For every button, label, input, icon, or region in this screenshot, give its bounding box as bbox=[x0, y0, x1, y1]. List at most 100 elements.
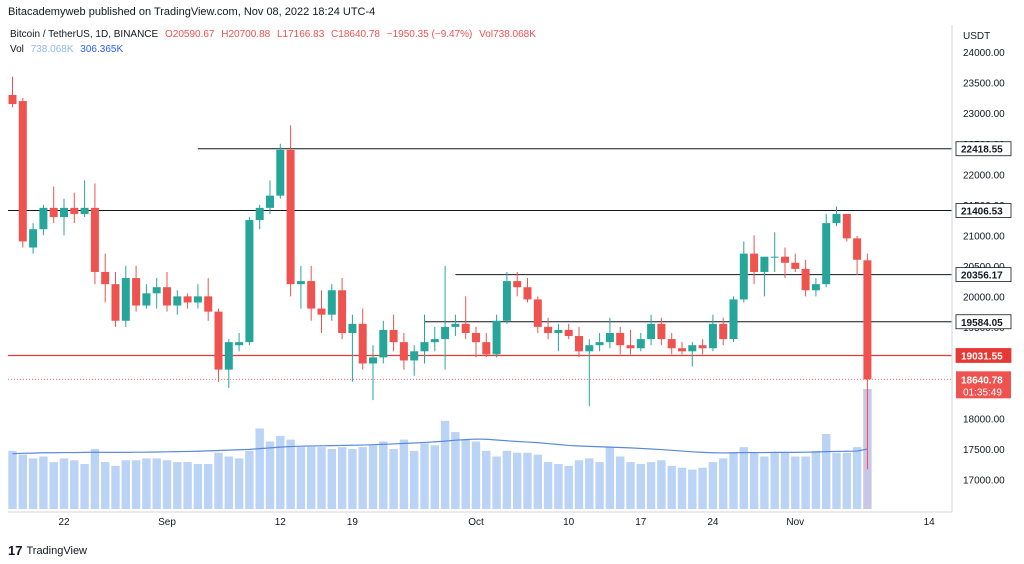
volume-bar bbox=[70, 460, 79, 509]
volume-bar bbox=[214, 452, 223, 509]
volume-bar bbox=[605, 447, 615, 509]
level-price-box bbox=[955, 348, 1012, 363]
candle-body bbox=[307, 281, 316, 309]
candle-body bbox=[513, 281, 522, 288]
level-price-label: 20356.17 bbox=[961, 271, 1003, 282]
candle-body bbox=[111, 284, 120, 321]
volume-bar bbox=[451, 432, 460, 509]
volume-bar bbox=[317, 447, 326, 509]
volume-bar bbox=[492, 456, 501, 509]
x-tick-label: Sep bbox=[158, 517, 176, 528]
volume-bar bbox=[430, 445, 439, 509]
volume-bar bbox=[749, 452, 759, 509]
published-header: Bitacademyweb published on TradingView.c… bbox=[8, 6, 376, 18]
candle-body bbox=[235, 342, 244, 346]
volume-bar bbox=[234, 458, 244, 509]
y-tick-label: 23000.00 bbox=[963, 109, 1005, 120]
volume-bar bbox=[595, 462, 604, 509]
candle-body bbox=[760, 256, 769, 272]
volume-bar bbox=[265, 441, 275, 509]
volume-bar bbox=[307, 447, 316, 509]
volume-bar bbox=[358, 447, 367, 509]
volume-bar bbox=[327, 449, 336, 509]
candle-body bbox=[183, 296, 192, 303]
volume-bar bbox=[8, 450, 17, 509]
candle-body bbox=[255, 207, 264, 221]
x-tick-label: 19 bbox=[347, 517, 359, 528]
volume-ma-value: 306.365K bbox=[80, 44, 124, 55]
volume-bar bbox=[698, 467, 707, 509]
candle-body bbox=[358, 323, 367, 364]
tradingview-logo-icon: 17 bbox=[8, 543, 23, 558]
candle-body bbox=[616, 332, 625, 346]
volume-bar bbox=[471, 441, 481, 509]
volume-bar bbox=[646, 462, 656, 509]
candles-layer bbox=[8, 76, 872, 470]
candle-body bbox=[554, 329, 563, 333]
candle-body bbox=[739, 253, 748, 300]
candle-body bbox=[70, 207, 79, 214]
candle-body bbox=[29, 229, 38, 248]
candle-body bbox=[369, 357, 377, 364]
candle-body bbox=[832, 213, 841, 224]
volume-bar bbox=[173, 462, 182, 509]
candle-body bbox=[564, 329, 573, 337]
volume-bar bbox=[399, 439, 409, 509]
volume-bar bbox=[842, 452, 851, 509]
candle-body bbox=[90, 207, 99, 272]
volume-bar bbox=[657, 460, 666, 509]
volume-bar bbox=[49, 462, 58, 509]
candle-body bbox=[811, 284, 820, 291]
candle-body bbox=[121, 278, 130, 321]
volume-bar bbox=[276, 435, 285, 509]
legend-symbol[interactable]: Bitcoin / TetherUS, 1D, BINANCE bbox=[10, 29, 159, 40]
candle-body bbox=[698, 345, 707, 349]
footer-brand[interactable]: 17 TradingView bbox=[8, 543, 87, 558]
volume-label[interactable]: Vol bbox=[10, 44, 24, 55]
candle-body bbox=[451, 323, 460, 327]
y-tick-label: 18000.00 bbox=[963, 414, 1005, 425]
legend-ohlc: Bitcoin / TetherUS, 1D, BINANCE O20590.6… bbox=[10, 29, 540, 40]
volume-bar bbox=[543, 462, 553, 509]
y-tick-label: 20000.00 bbox=[963, 292, 1005, 303]
last-price-box bbox=[956, 371, 1011, 399]
candle-body bbox=[245, 220, 254, 343]
candle-body bbox=[430, 339, 439, 343]
candle-body bbox=[204, 296, 213, 312]
volume-bar bbox=[564, 465, 573, 509]
volume-bar bbox=[59, 458, 69, 509]
volume-bar bbox=[389, 449, 398, 509]
candle-body bbox=[389, 329, 398, 343]
candle-body bbox=[224, 342, 233, 370]
y-tick-label: 22000.00 bbox=[963, 170, 1005, 181]
volume-bar bbox=[677, 467, 687, 509]
level-price-label: 19584.05 bbox=[961, 318, 1003, 329]
volume-bar bbox=[533, 454, 542, 509]
level-price-box bbox=[955, 267, 1012, 283]
candle-body bbox=[296, 281, 305, 285]
volume-bar bbox=[101, 462, 110, 509]
x-tick-label: 14 bbox=[924, 517, 936, 528]
volume-bar bbox=[410, 450, 419, 509]
volume-bar bbox=[461, 439, 470, 509]
y-tick-label: 21000.00 bbox=[963, 231, 1005, 242]
volume-bar bbox=[760, 456, 769, 509]
y-tick-label: 17000.00 bbox=[963, 475, 1005, 486]
volume-bar bbox=[739, 447, 748, 509]
candle-body bbox=[605, 332, 614, 343]
candle-body bbox=[18, 101, 27, 242]
candle-body bbox=[132, 278, 141, 306]
volume-bar bbox=[152, 458, 161, 509]
volume-bar bbox=[502, 450, 512, 509]
candle-body bbox=[348, 323, 357, 333]
candle-body bbox=[842, 213, 851, 239]
candle-body bbox=[317, 308, 326, 315]
candle-body bbox=[39, 207, 48, 230]
legend-high: H20700.88 bbox=[221, 29, 271, 40]
volume-bar bbox=[142, 458, 151, 509]
legend-open: O20590.67 bbox=[164, 29, 215, 40]
volume-bar bbox=[626, 462, 635, 509]
volume-bar bbox=[801, 456, 810, 509]
candle-body bbox=[193, 296, 202, 303]
